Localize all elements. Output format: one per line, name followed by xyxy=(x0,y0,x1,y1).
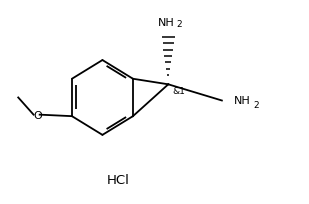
Text: 2: 2 xyxy=(253,100,259,109)
Text: &1: &1 xyxy=(172,87,185,96)
Text: O: O xyxy=(34,110,43,120)
Text: NH: NH xyxy=(159,18,175,28)
Text: HCl: HCl xyxy=(106,173,129,186)
Text: NH: NH xyxy=(234,96,251,106)
Text: 2: 2 xyxy=(177,20,183,29)
